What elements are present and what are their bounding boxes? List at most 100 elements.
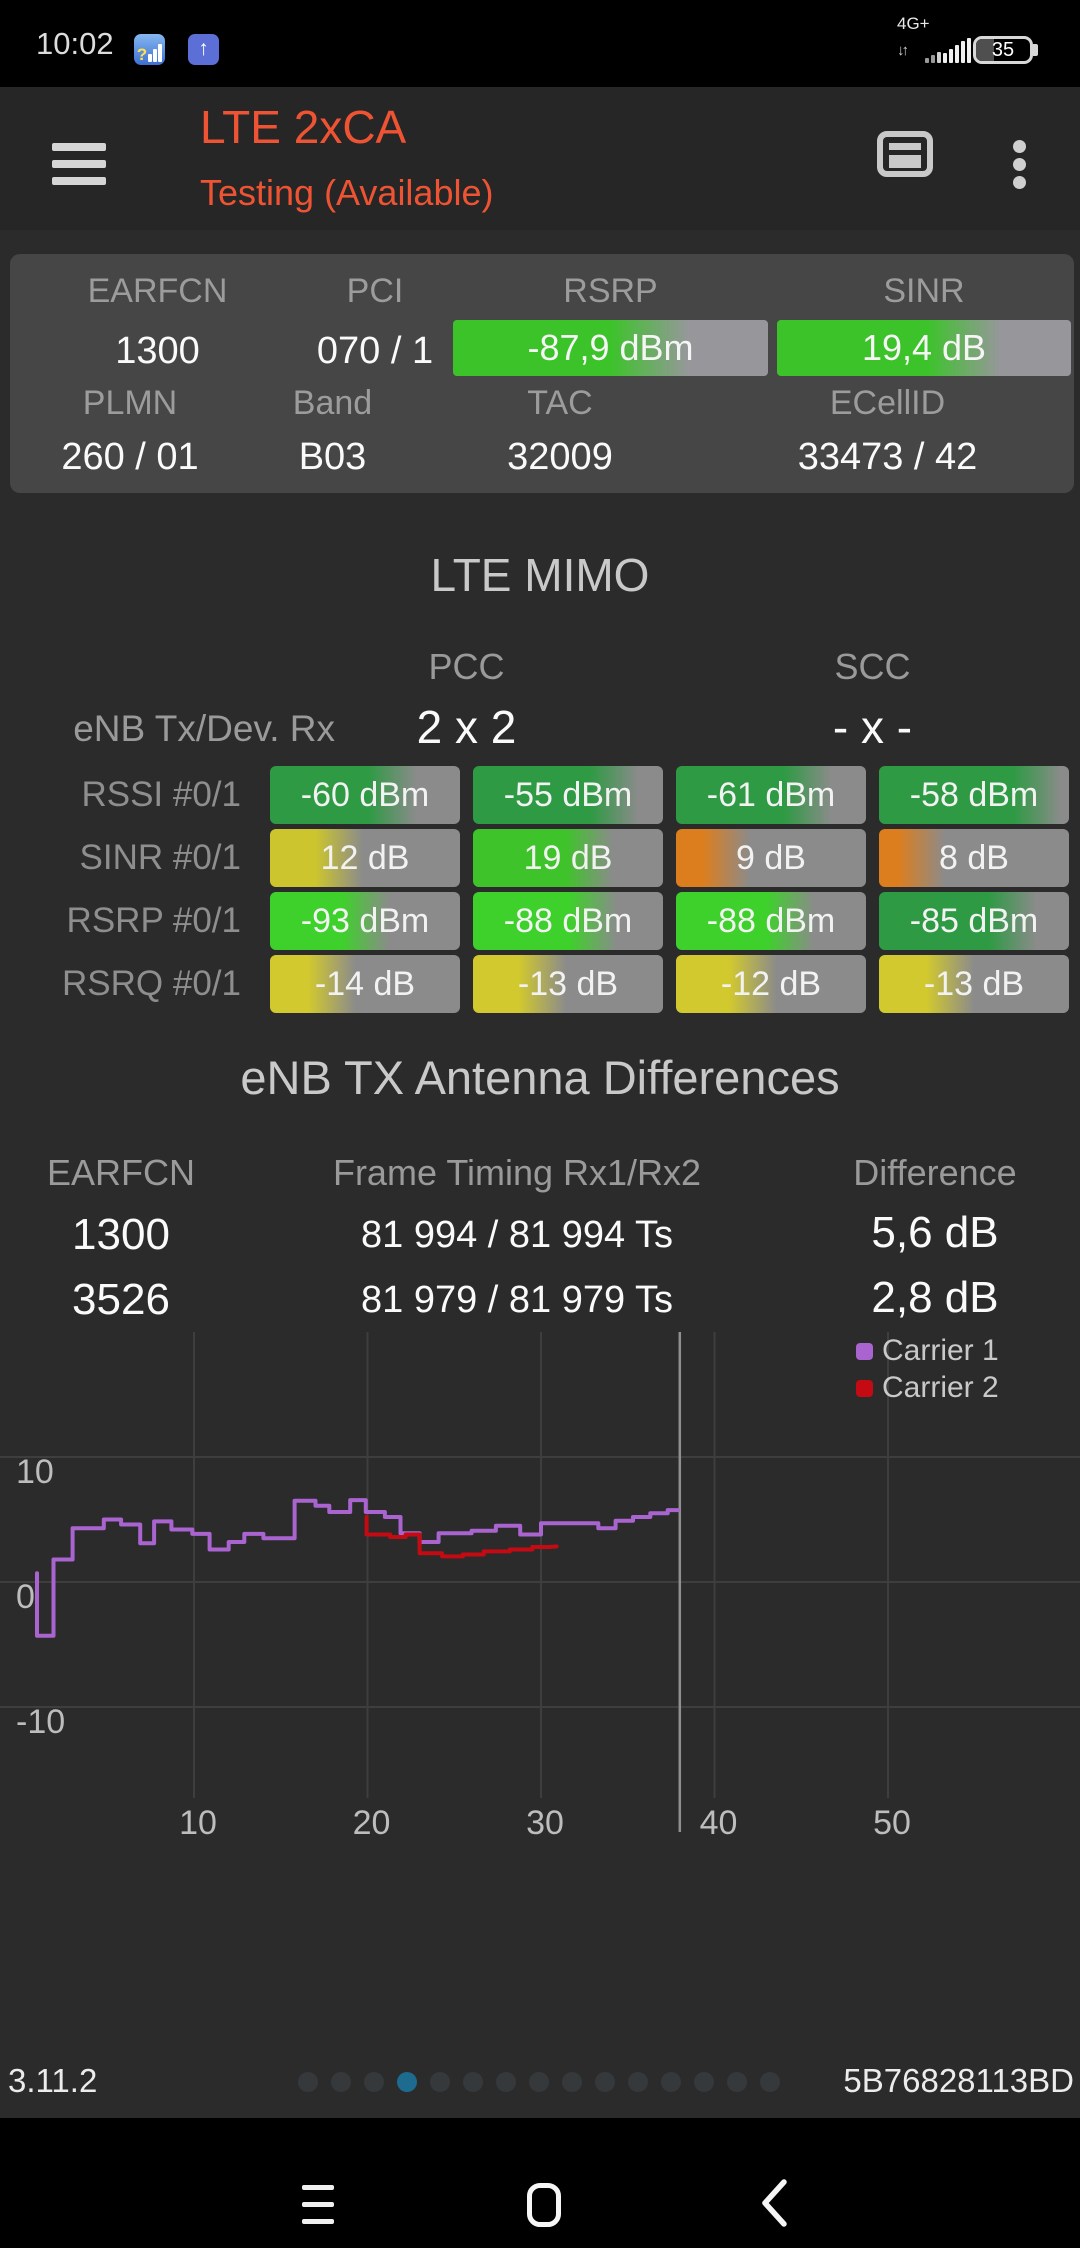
netmonster-notification-icon: ? (134, 34, 165, 65)
earfcn-label: EARFCN (87, 272, 228, 310)
antenna-timing: 81 994 / 81 994 Ts (361, 1214, 673, 1256)
mimo-grid: RSSI #0/1 -60 dBm -55 dBm -61 dBm -58 dBm SIN… (0, 766, 1069, 1013)
antenna-diff-header: Difference (853, 1152, 1017, 1193)
page-dot[interactable] (628, 2072, 648, 2092)
clock: 10:02 (36, 26, 114, 61)
serving-cell-card[interactable]: EARFCN PCI RSRP SINR 1300 070 / 1 -87,9 … (10, 254, 1074, 493)
mimo-gauge-cell: -14 dB (270, 955, 460, 1013)
mimo-gauge-cell: -55 dBm (473, 766, 663, 824)
antenna-difference-chart: 10 20 30 40 50 10 0 -10 (0, 1332, 1080, 1842)
plmn-label: PLMN (82, 384, 178, 422)
antenna-timing-header: Frame Timing Rx1/Rx2 (332, 1152, 702, 1193)
ecellid-label: ECellID (829, 384, 946, 422)
app-version: 3.11.2 (8, 2062, 98, 2099)
x-tick-label: 20 (353, 1804, 391, 1842)
mimo-gauge-cell: -13 dB (473, 955, 663, 1013)
page-dot[interactable] (430, 2072, 450, 2092)
sinr-value: 19,4 dB (861, 327, 987, 368)
legend-swatch-icon (856, 1342, 873, 1360)
page-subtitle: Testing (Available) (200, 172, 494, 213)
mimo-row-label: RSRP #0/1 (66, 901, 241, 940)
antenna-earfcn-header: EARFCN (46, 1152, 195, 1193)
page-dot[interactable] (760, 2072, 780, 2092)
page-dot[interactable] (595, 2072, 615, 2092)
pci-value: 070 / 1 (316, 330, 434, 372)
battery-icon: 35 (973, 36, 1038, 64)
enb-pcc-value: 2 x 2 (416, 701, 517, 753)
pci-label: PCI (346, 272, 404, 310)
mimo-gauge-cell: -13 dB (879, 955, 1069, 1013)
home-button[interactable] (527, 2183, 561, 2227)
signal-bar-icon (158, 44, 163, 62)
antenna-timing: 81 979 / 81 979 Ts (361, 1279, 673, 1321)
page-dot[interactable] (463, 2072, 483, 2092)
page-dot[interactable] (331, 2072, 351, 2092)
mimo-gauge-cell: 8 dB (879, 829, 1069, 887)
x-tick-label: 10 (179, 1804, 217, 1842)
y-tick-label: 0 (16, 1578, 35, 1616)
page-dot[interactable] (397, 2072, 417, 2092)
sinr-label: SINR (883, 272, 965, 310)
series-line (35, 1498, 681, 1638)
mimo-gauge-cell: -85 dBm (879, 892, 1069, 950)
rsrp-value: -87,9 dBm (527, 327, 694, 368)
mimo-gauge-cell: -88 dBm (676, 892, 866, 950)
menu-icon[interactable] (52, 143, 106, 194)
rsrp-gauge: -87,9 dBm (453, 320, 768, 376)
battery-level: 35 (991, 39, 1015, 61)
antenna-earfcn: 3526 (72, 1275, 170, 1324)
x-tick-label: 40 (700, 1804, 738, 1842)
tac-value: 32009 (507, 436, 613, 478)
band-label: Band (292, 384, 373, 422)
mimo-gauge-cell: -58 dBm (879, 766, 1069, 824)
status-bar: 10:02 ? ↑ 4G+ ↓↑ 35 (0, 0, 1080, 87)
back-button[interactable] (760, 2178, 788, 2233)
antenna-section-title: eNB TX Antenna Differences (240, 1051, 840, 1104)
page-dot[interactable] (661, 2072, 681, 2092)
pcc-header: PCC (428, 646, 505, 687)
earfcn-value: 1300 (115, 330, 200, 372)
legend-label: Carrier 2 (882, 1371, 999, 1404)
card-view-icon[interactable] (876, 130, 934, 183)
x-tick-label: 50 (873, 1804, 911, 1842)
mimo-gauge-cell: -88 dBm (473, 892, 663, 950)
signal-bar-icon (148, 54, 153, 62)
network-type-label: 4G+ (897, 14, 930, 33)
series-line (364, 1515, 559, 1559)
legend-item: Carrier 2 (856, 1371, 999, 1405)
battery-fill (976, 39, 995, 61)
y-tick-label: -10 (16, 1703, 65, 1741)
signal-bar-icon (153, 49, 158, 62)
plmn-value: 260 / 01 (61, 436, 199, 478)
mimo-gauge-cell: 12 dB (270, 829, 460, 887)
recents-button[interactable] (302, 2185, 334, 2236)
mimo-row-label: RSRQ #0/1 (62, 964, 241, 1003)
antenna-diff: 2,8 dB (871, 1273, 999, 1322)
page-dot[interactable] (529, 2072, 549, 2092)
page-dot[interactable] (298, 2072, 318, 2092)
legend-label: Carrier 1 (882, 1334, 999, 1367)
rsrp-label: RSRP (563, 272, 658, 310)
signal-strength-icon (925, 38, 971, 63)
scc-header: SCC (834, 646, 911, 687)
page-dot[interactable] (562, 2072, 582, 2092)
upload-notification-icon: ↑ (188, 34, 219, 65)
question-icon: ? (136, 45, 148, 64)
legend-swatch-icon (856, 1379, 873, 1397)
band-value: B03 (298, 436, 367, 478)
mimo-row-label: RSSI #0/1 (81, 775, 241, 814)
page-dot[interactable] (364, 2072, 384, 2092)
enb-row-label: eNB Tx/Dev. Rx (73, 708, 335, 749)
enb-scc-value: - x - (832, 701, 913, 753)
tac-label: TAC (527, 384, 593, 422)
sinr-gauge: 19,4 dB (777, 320, 1071, 376)
overflow-menu-icon[interactable] (1013, 140, 1026, 194)
page-indicator (298, 2072, 780, 2092)
mimo-row-label: SINR #0/1 (79, 838, 241, 877)
page-dot[interactable] (727, 2072, 747, 2092)
page-dot[interactable] (496, 2072, 516, 2092)
mimo-gauge-cell: -61 dBm (676, 766, 866, 824)
page-dot[interactable] (694, 2072, 714, 2092)
chart-legend: Carrier 1 Carrier 2 (856, 1334, 999, 1408)
